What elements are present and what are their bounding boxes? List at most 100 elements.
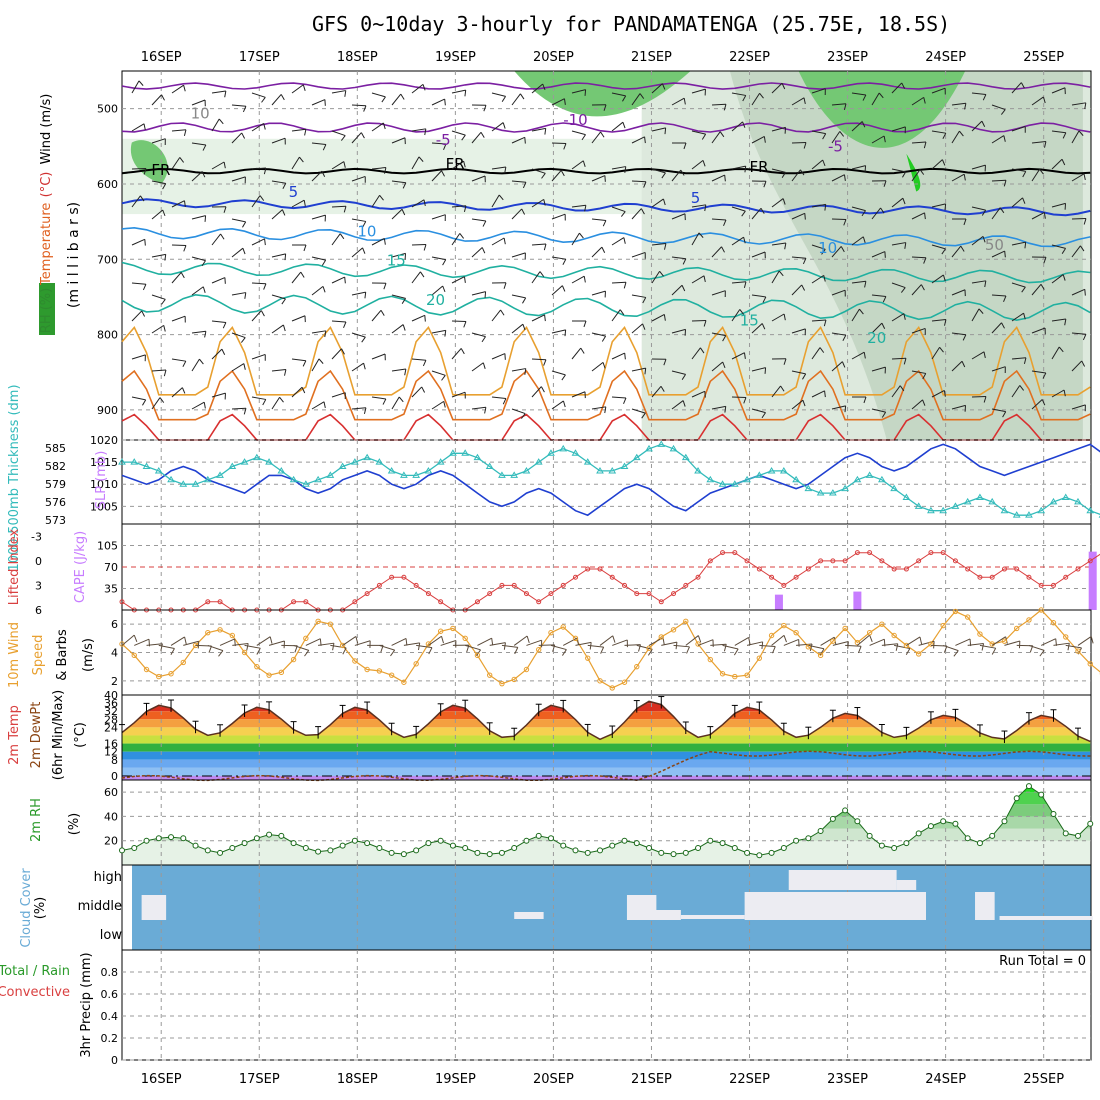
wind-barb xyxy=(622,122,626,129)
thickness-marker xyxy=(191,480,200,487)
wind-barb xyxy=(1031,168,1041,182)
wind-10m-barb xyxy=(869,634,873,643)
wind-barb xyxy=(811,130,826,135)
wind-barb xyxy=(623,397,627,404)
wind-barb xyxy=(862,236,866,243)
wind-barb xyxy=(151,369,167,372)
thickness-marker xyxy=(277,466,286,474)
wind-10m-barb xyxy=(820,636,835,646)
wind-barb xyxy=(171,200,185,208)
wind-10m-barb xyxy=(905,648,911,655)
wind-barb xyxy=(671,284,683,296)
wind-ylabel-4: (m/s) xyxy=(81,638,96,672)
wind-barb xyxy=(611,352,625,360)
wind-barb xyxy=(562,400,566,408)
wind-barb xyxy=(211,161,225,170)
top-date-label: 21SEP xyxy=(631,50,672,65)
wind-speed-marker xyxy=(830,638,836,644)
wind-10m-barb xyxy=(304,650,310,657)
thickness-marker xyxy=(289,475,298,483)
wind-barb xyxy=(591,290,606,296)
wind-10m-barb xyxy=(661,641,678,646)
wind-barb xyxy=(351,218,366,222)
wind-barb xyxy=(522,182,527,189)
wind-10m-barb xyxy=(218,650,224,657)
cloud-level-label: high xyxy=(94,870,122,885)
wind-barb xyxy=(864,281,867,288)
rh-tick-label: 60 xyxy=(104,786,118,799)
lifted-index-marker xyxy=(523,591,529,597)
wind-barb xyxy=(1031,327,1046,334)
wind-speed-marker xyxy=(572,635,579,642)
wind-barb xyxy=(451,205,466,208)
wind-10m-barb xyxy=(562,637,578,646)
cloud-block xyxy=(999,916,1093,920)
lifted-index-marker xyxy=(474,599,480,605)
wind-10m-barb xyxy=(403,642,420,646)
wind-barb xyxy=(631,408,646,414)
wind-barb xyxy=(179,157,185,163)
temp-tick-label: 24 xyxy=(104,721,118,734)
wind-barb xyxy=(971,280,986,284)
wind-barb xyxy=(371,122,384,132)
lifted-index-line xyxy=(121,552,1100,611)
wind-barb xyxy=(531,243,547,246)
wind-10m-barb xyxy=(160,643,163,651)
wind-barb xyxy=(1043,212,1046,219)
lifted-index-marker xyxy=(732,550,738,556)
wind-barb xyxy=(284,253,287,261)
wind-barb xyxy=(484,407,487,414)
wind-barb xyxy=(183,200,186,207)
wind-barb xyxy=(903,358,907,365)
top-date-label: 23SEP xyxy=(827,50,868,65)
wind-10m-barb xyxy=(981,643,985,651)
upper-air-panel: 500 600 700 800 900 -10 -5 -5 FR FR FR 5 5 10 10 15 15 20… xyxy=(39,70,1092,441)
wind-barb xyxy=(471,247,483,258)
wind-barb xyxy=(681,374,687,380)
cloud-block xyxy=(514,912,544,919)
wind-barb xyxy=(211,90,226,94)
wind-barb xyxy=(1084,102,1087,110)
wind-barb xyxy=(760,208,765,214)
wind-barb xyxy=(941,248,946,255)
thickness-marker xyxy=(375,458,384,465)
wind-barb xyxy=(1031,96,1044,106)
thickness-marker xyxy=(118,458,126,465)
lifted-index-marker xyxy=(1063,574,1069,580)
bottom-date-label: 21SEP xyxy=(631,1072,672,1087)
wind-barb xyxy=(482,362,486,369)
rh-marker xyxy=(351,837,358,844)
thickness-marker xyxy=(424,466,433,474)
wind-barb xyxy=(864,165,867,172)
wind-barb xyxy=(451,391,466,398)
wind-speed-marker xyxy=(891,632,897,639)
rh-marker xyxy=(168,834,175,841)
wind-barb xyxy=(584,205,587,212)
wind-barb xyxy=(791,97,805,106)
rh-patch-1 xyxy=(514,71,691,117)
wind-barb xyxy=(1011,197,1023,208)
wind-barb xyxy=(344,277,346,284)
rh-marker xyxy=(302,845,309,851)
wind-barb xyxy=(591,406,606,410)
wind-barb xyxy=(498,194,504,201)
wind-barb xyxy=(591,332,606,337)
wind-barb xyxy=(420,271,425,278)
lifted-index-marker xyxy=(609,574,615,580)
wind-barb xyxy=(723,219,727,226)
wind-speed-marker xyxy=(254,663,260,670)
rh-marker xyxy=(952,820,959,827)
wind-10m-barb xyxy=(489,642,506,646)
wind-barb xyxy=(931,274,944,284)
wind-barb xyxy=(791,212,805,220)
wind-barb xyxy=(482,220,487,227)
wind-barb xyxy=(431,214,446,220)
wind-barb xyxy=(451,276,465,284)
wind-barb xyxy=(199,358,204,365)
wind-barb xyxy=(711,290,726,296)
wind-barb xyxy=(311,401,325,410)
wind-barb xyxy=(191,286,204,296)
wind-10m-barb xyxy=(428,647,433,655)
thickness-marker xyxy=(167,475,175,483)
wind-barb xyxy=(591,131,602,144)
